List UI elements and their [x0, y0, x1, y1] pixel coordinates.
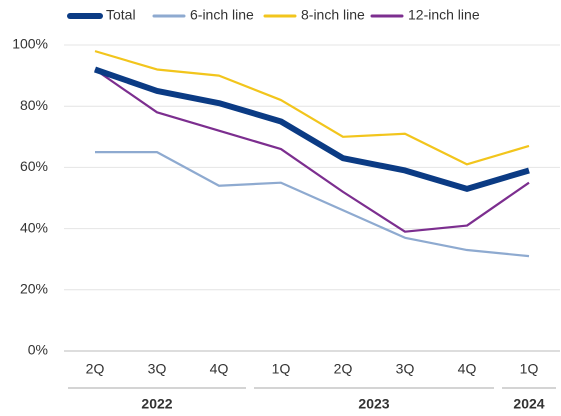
x-tick-label: 2Q [334, 361, 353, 377]
y-tick-label: 20% [20, 281, 48, 297]
y-tick-label: 100% [12, 36, 48, 52]
x-tick-label: 3Q [396, 361, 415, 377]
group-label: 2022 [141, 396, 172, 412]
group-label: 2023 [358, 396, 389, 412]
legend-label: Total [106, 7, 136, 23]
x-tick-label: 4Q [458, 361, 477, 377]
x-tick-label: 1Q [520, 361, 539, 377]
x-tick-label: 1Q [272, 361, 291, 377]
y-tick-label: 40% [20, 219, 48, 235]
legend-label: 12-inch line [408, 7, 480, 23]
legend-label: 6-inch line [190, 7, 254, 23]
x-tick-label: 2Q [86, 361, 105, 377]
series-line [94, 66, 530, 192]
legend-label: 8-inch line [301, 7, 365, 23]
y-tick-label: 60% [20, 158, 48, 174]
x-tick-label: 4Q [210, 361, 229, 377]
y-tick-label: 80% [20, 97, 48, 113]
series-line [94, 68, 530, 233]
x-tick-label: 3Q [148, 361, 167, 377]
y-tick-label: 0% [28, 342, 48, 358]
series-line [94, 50, 530, 166]
group-label: 2024 [513, 396, 544, 412]
series-line [95, 151, 530, 258]
